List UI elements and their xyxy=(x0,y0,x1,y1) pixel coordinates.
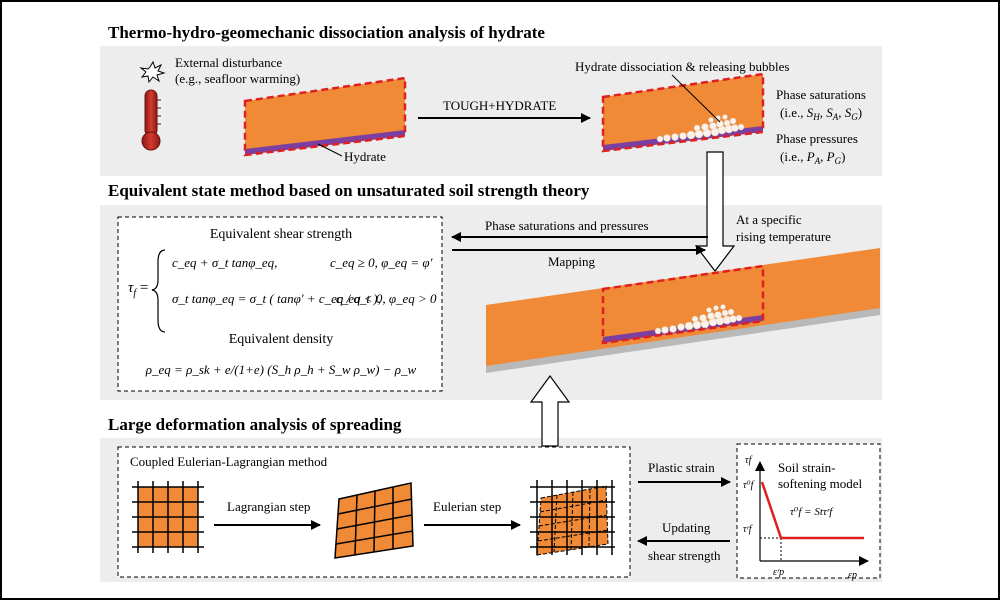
dissociation-pointer-line xyxy=(671,74,721,123)
specific-temp-line2: rising temperature xyxy=(736,229,831,244)
section3-title: Large deformation analysis of spreading xyxy=(108,415,402,434)
section2-title: Equivalent state method based on unsatur… xyxy=(108,181,590,200)
shear-case1-expression: c_eq + σ_t tanφ_eq, xyxy=(172,255,277,270)
soil-slab-initial xyxy=(243,76,407,157)
hollow-arrow-up xyxy=(529,374,571,447)
equations-box xyxy=(117,216,443,392)
thermometer-icon xyxy=(141,89,161,151)
hydrate-label: Hydrate xyxy=(344,149,386,164)
eq-shear-title: Equivalent shear strength xyxy=(210,227,352,242)
soil-model-y-label: τf xyxy=(745,455,753,466)
lagrangian-step-label: Lagrangian step xyxy=(227,499,310,514)
softening-curve xyxy=(760,481,864,540)
deformed-mesh xyxy=(334,482,414,559)
phase-saturations-label: Phase saturations xyxy=(776,87,866,102)
bubbles-group xyxy=(656,114,745,143)
updating-label-line1: Updating xyxy=(662,520,711,535)
tau-f-symbol: τf = xyxy=(128,280,148,299)
specific-temp-line1: At a specific xyxy=(736,212,802,227)
soil-model-title-line1: Soil strain- xyxy=(778,460,835,475)
soil-model-tick-taur: τʳf xyxy=(743,524,753,535)
tough-hydrate-label: TOUGH+HYDRATE xyxy=(443,98,556,113)
hydrate-pointer-line xyxy=(317,143,343,157)
soil-model-x-label: εp xyxy=(848,570,857,581)
plastic-strain-label: Plastic strain xyxy=(648,460,715,475)
external-disturbance-label: External disturbance xyxy=(175,55,282,70)
dissociation-label: Hydrate dissociation & releasing bubbles xyxy=(575,59,789,74)
mapping-label: Mapping xyxy=(548,254,595,269)
eulerian-mesh xyxy=(530,480,615,556)
eulerian-step-label: Eulerian step xyxy=(433,499,501,514)
shear-case1-condition: c_eq ≥ 0, φ_eq = φ' xyxy=(330,255,433,270)
soil-model-equation: τ⁰f = Stτʳf xyxy=(790,506,834,518)
phase-saturations-symbols: (i.e., SH, SA, SG) xyxy=(780,105,862,122)
cel-title: Coupled Eulerian-Lagrangian method xyxy=(130,454,328,469)
updating-label-line2: shear strength xyxy=(648,548,721,563)
soil-model-tick-epsr: εʳp xyxy=(773,567,784,578)
burst-icon xyxy=(139,60,166,84)
phase-sat-pressures-label: Phase saturations and pressures xyxy=(485,218,649,233)
cases-brace xyxy=(151,249,166,333)
section1-title: Thermo-hydro-geomechanic dissociation an… xyxy=(108,23,545,42)
eq-density-title: Equivalent density xyxy=(229,332,334,347)
shear-case2-expression: σ_t tanφ_eq = σ_t ( tanφ' + c_eq / σ_t )… xyxy=(172,291,381,306)
phase-pressures-symbols: (i.e., PA, PG) xyxy=(780,149,845,166)
soil-slab-dissociating xyxy=(601,72,765,153)
initial-mesh xyxy=(132,481,204,553)
soil-model-title-line2: softening model xyxy=(778,476,863,491)
slope-slab xyxy=(486,248,880,373)
density-equation: ρ_eq = ρ_sk + e/(1+e) (S_h ρ_h + S_w ρ_w… xyxy=(145,362,417,377)
external-disturbance-example: (e.g., seafloor warming) xyxy=(175,71,300,86)
soil-model-tick-tau0: τ⁰f xyxy=(743,480,755,491)
shear-case2-condition: c_eq < 0, φ_eq > 0 xyxy=(336,291,437,306)
phase-pressures-label: Phase pressures xyxy=(776,131,858,146)
